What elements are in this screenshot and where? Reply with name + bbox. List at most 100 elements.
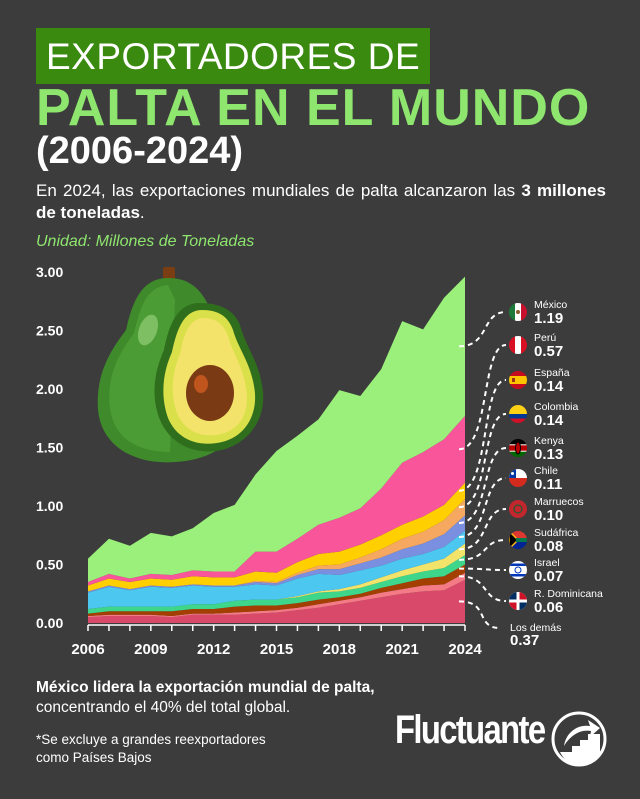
legend-value: 0.14 — [534, 378, 564, 395]
flag-israel-icon — [509, 561, 527, 579]
area-israel — [88, 564, 465, 616]
footer-note-bold: México lidera la exportación mundial de … — [36, 679, 375, 696]
disclaimer-line-1: *Se excluye a grandes reexportadores — [36, 732, 266, 747]
title-box: EXPORTADORES DE — [36, 28, 431, 84]
legend-connector — [458, 477, 507, 539]
brand-logo-text: Fluctuante — [395, 708, 546, 752]
legend-value: 0.07 — [534, 568, 563, 585]
y-tick-label: 1.00 — [36, 498, 63, 514]
y-axis: 0.00 0.50 1.00 1.50 2.00 2.50 3.00 — [36, 264, 63, 631]
avocado-illustration — [97, 267, 264, 463]
y-tick-label: 2.50 — [36, 323, 63, 339]
y-tick-label: 3.00 — [36, 264, 63, 280]
flag-south-africa-icon — [509, 531, 527, 549]
x-axis: 2006 2009 2012 2015 2018 2021 2024 — [71, 624, 482, 658]
footer-note: México lidera la exportación mundial de … — [36, 678, 375, 718]
disclaimer-line-2: como Países Bajos — [36, 750, 152, 765]
area-espa-a — [88, 482, 465, 592]
subtitle-highlight: 3 millones de toneladas — [36, 181, 607, 222]
legend-connector — [458, 575, 507, 602]
disclaimer: *Se excluye a grandes reexportadores com… — [36, 731, 266, 767]
legend-connector — [458, 379, 507, 492]
legend-name: Israel — [534, 557, 560, 569]
unit-label: Unidad: Millones de Toneladas — [36, 233, 255, 250]
x-tick-label: 2012 — [197, 641, 230, 658]
flag-dominican-republic-icon — [509, 592, 527, 610]
y-tick-label: 2.00 — [36, 381, 63, 397]
x-tick-label: 2024 — [448, 641, 482, 658]
x-tick-label: 2009 — [134, 641, 167, 658]
legend-connector — [458, 311, 507, 348]
legend-value: 1.19 — [534, 310, 563, 327]
legend-name: España — [534, 367, 570, 379]
legend-value: 0.06 — [534, 599, 563, 616]
y-tick-label: 0.00 — [36, 615, 63, 631]
legend-connector — [458, 344, 507, 451]
legend-value: 0.08 — [534, 538, 563, 555]
legend-connector — [458, 413, 507, 509]
x-tick-label: 2015 — [260, 641, 293, 658]
legend-value: 0.37 — [510, 632, 539, 649]
title-main: PALTA EN EL MUNDO — [36, 79, 591, 137]
area-sud-frica — [88, 555, 465, 614]
brand-logo-icon — [551, 711, 607, 767]
subtitle-end: . — [139, 203, 145, 222]
x-tick-label: 2021 — [385, 641, 418, 658]
legend-name: Colombia — [534, 401, 579, 413]
flag-chile-icon — [509, 469, 527, 487]
legend-name: México — [534, 299, 567, 311]
title-years: (2006-2024) — [36, 130, 244, 172]
flag-kenya-icon — [509, 439, 527, 457]
legend-name: Los demás — [510, 622, 561, 634]
area-r-dominicana — [88, 572, 465, 618]
flag-mexico-icon — [509, 303, 527, 321]
area-colombia — [88, 498, 465, 592]
y-tick-label: 1.50 — [36, 440, 63, 456]
title-line-1: EXPORTADORES DE — [46, 36, 421, 77]
area-marruecos — [88, 543, 465, 609]
subtitle-text: En 2024, las exportaciones mundiales de … — [36, 181, 522, 200]
legend-name: Marruecos — [534, 496, 584, 508]
subtitle: En 2024, las exportaciones mundiales de … — [36, 180, 606, 224]
legend-connector — [458, 567, 507, 571]
legend-connector — [458, 539, 507, 561]
chart-areas — [88, 276, 465, 623]
legend-name: Sudáfrica — [534, 527, 579, 539]
legend-value: 0.11 — [534, 476, 562, 493]
legend-connector — [458, 508, 507, 551]
legend-value: 0.13 — [534, 446, 563, 463]
legend-value: 0.14 — [534, 412, 564, 429]
legend-value: 0.10 — [534, 507, 563, 524]
legend-name: R. Dominicana — [534, 588, 603, 600]
legend: México1.19Perú0.57España0.14Colombia0.14… — [458, 299, 603, 649]
area-los-dem-s — [88, 579, 465, 623]
x-tick-label: 2006 — [71, 641, 104, 658]
flag-spain-icon — [509, 371, 527, 389]
legend-value: 0.57 — [534, 343, 563, 360]
y-tick-label: 0.50 — [36, 557, 63, 573]
legend-connector — [458, 447, 507, 524]
flag-morocco-icon — [509, 500, 527, 518]
area-m-xico — [88, 276, 465, 583]
flag-colombia-icon — [509, 405, 527, 423]
legend-name: Chile — [534, 465, 558, 477]
legend-name: Perú — [534, 332, 556, 344]
legend-connector — [458, 600, 501, 629]
x-tick-label: 2018 — [323, 641, 356, 658]
footer-note-rest: concentrando el 40% del total global. — [36, 699, 291, 716]
flag-peru-icon — [509, 336, 527, 354]
area-chile — [88, 530, 465, 609]
legend-name: Kenya — [534, 435, 564, 447]
